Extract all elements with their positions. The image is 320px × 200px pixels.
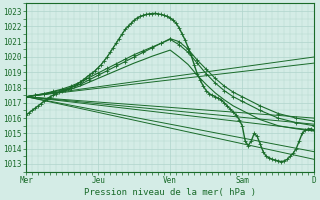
X-axis label: Pression niveau de la mer( hPa ): Pression niveau de la mer( hPa )	[84, 188, 256, 197]
